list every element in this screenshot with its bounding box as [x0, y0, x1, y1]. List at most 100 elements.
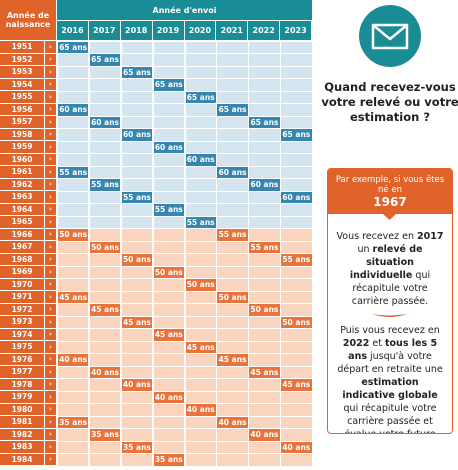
empty-cell	[280, 278, 313, 292]
empty-cell	[280, 215, 313, 229]
empty-cell	[152, 353, 185, 367]
send-cell: 60 ans	[216, 165, 249, 179]
send-cell: 40 ans	[248, 428, 281, 442]
bold-text: tous les 5 ans	[348, 338, 438, 362]
empty-cell	[152, 215, 185, 229]
empty-cell	[248, 78, 281, 92]
empty-cell	[280, 65, 313, 79]
empty-cell	[184, 453, 217, 467]
birth-year: 1957	[0, 116, 44, 128]
empty-cell	[88, 203, 122, 217]
text: qui récapitule votre carrière passée et …	[343, 403, 437, 433]
chevron: ›	[45, 166, 56, 178]
empty-cell	[120, 115, 154, 129]
chevron: ›	[45, 403, 56, 415]
empty-cell	[120, 40, 154, 54]
empty-cell	[88, 140, 122, 154]
send-cell: 60 ans	[88, 115, 122, 129]
empty-cell	[184, 390, 217, 404]
send-cell: 60 ans	[280, 190, 313, 204]
empty-cell	[184, 78, 217, 92]
send-cell: 65 ans	[184, 90, 217, 104]
empty-cell	[152, 153, 185, 167]
chevron: ›	[45, 328, 56, 340]
send-cell: 50 ans	[248, 303, 281, 317]
paragraph: Puis vous recevez en 2022 et tous les 5 …	[328, 324, 452, 433]
empty-cell	[57, 378, 90, 392]
empty-cell	[248, 315, 281, 329]
empty-cell	[280, 115, 313, 129]
chevron: ›	[45, 291, 56, 303]
empty-cell	[120, 428, 154, 442]
empty-cell	[184, 440, 217, 454]
empty-cell	[88, 103, 122, 117]
empty-cell	[120, 453, 154, 467]
empty-cell	[120, 290, 154, 304]
empty-cell	[152, 40, 185, 54]
header-pointer	[383, 214, 396, 220]
send-cell: 60 ans	[120, 128, 154, 142]
send-cell: 45 ans	[152, 328, 185, 342]
empty-cell	[57, 365, 90, 379]
empty-cell	[57, 453, 90, 467]
empty-cell	[57, 203, 90, 217]
birth-year: 1982	[0, 428, 44, 440]
empty-cell	[57, 215, 90, 229]
empty-cell	[248, 165, 281, 179]
send-cell: 65 ans	[248, 115, 281, 129]
empty-cell	[57, 240, 90, 254]
empty-cell	[280, 103, 313, 117]
empty-cell	[120, 365, 154, 379]
empty-cell	[280, 240, 313, 254]
empty-cell	[184, 65, 217, 79]
example-year: 1967	[373, 195, 407, 209]
birth-year: 1966	[0, 228, 44, 240]
empty-cell	[120, 53, 154, 67]
chevron: ›	[45, 216, 56, 228]
chevron: ›	[45, 128, 56, 140]
empty-cell	[120, 278, 154, 292]
send-cell: 35 ans	[88, 428, 122, 442]
empty-cell	[184, 115, 217, 129]
send-cell: 50 ans	[216, 290, 249, 304]
empty-cell	[120, 415, 154, 429]
birth-year: 1969	[0, 266, 44, 278]
empty-cell	[216, 390, 249, 404]
empty-cell	[216, 40, 249, 54]
empty-cell	[57, 303, 90, 317]
divider	[372, 314, 407, 317]
empty-cell	[88, 328, 122, 342]
chevron: ›	[45, 153, 56, 165]
empty-cell	[57, 390, 90, 404]
schedule-table: Année de naissance Année d'envoi 2016 2017 2…	[0, 0, 313, 467]
chevron: ›	[45, 78, 56, 90]
send-cell: 55 ans	[57, 165, 90, 179]
send-cell: 45 ans	[248, 365, 281, 379]
empty-cell	[152, 340, 185, 354]
send-cell: 65 ans	[57, 40, 90, 54]
send-cell: 50 ans	[120, 253, 154, 267]
year-header: 2023	[280, 21, 311, 40]
birth-year: 1968	[0, 253, 44, 265]
empty-cell	[88, 390, 122, 404]
send-cell: 50 ans	[152, 265, 185, 279]
text: un	[357, 244, 373, 255]
empty-cell	[248, 203, 281, 217]
chevron: ›	[45, 228, 56, 240]
chevron: ›	[45, 353, 56, 365]
empty-cell	[216, 53, 249, 67]
birth-year: 1970	[0, 278, 44, 290]
birth-year: 1973	[0, 316, 44, 328]
send-cell: 45 ans	[57, 290, 90, 304]
empty-cell	[57, 128, 90, 142]
empty-cell	[120, 265, 154, 279]
birth-year: 1980	[0, 403, 44, 415]
send-cell: 60 ans	[184, 153, 217, 167]
empty-cell	[88, 40, 122, 54]
birth-year: 1975	[0, 341, 44, 353]
empty-cell	[152, 240, 185, 254]
year-header: 2021	[216, 21, 248, 40]
empty-cell	[152, 428, 185, 442]
empty-cell	[184, 315, 217, 329]
empty-cell	[216, 315, 249, 329]
